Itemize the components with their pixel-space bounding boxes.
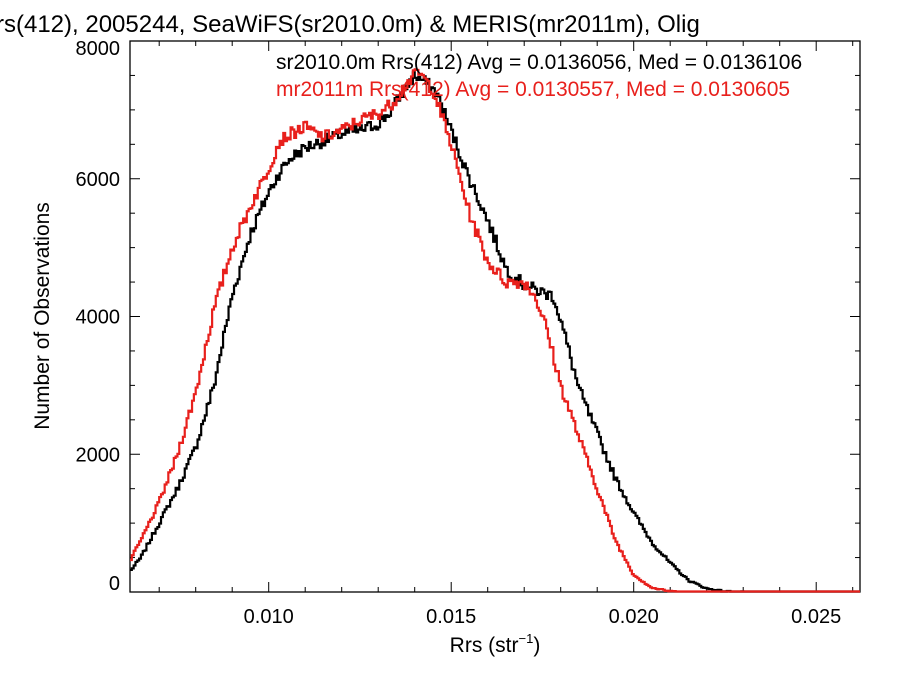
x-axis-label-superscript: −1: [519, 631, 534, 646]
y-tick-label: 6000: [76, 169, 121, 191]
y-tick-label: 8000: [76, 38, 121, 60]
y-tick-label: 0: [109, 573, 120, 595]
x-tick-label: 0.015: [426, 606, 476, 628]
x-tick-label: 0.010: [244, 606, 294, 628]
y-axis-label: Number of Observations: [31, 202, 54, 430]
series-sr2010-line: [130, 71, 860, 593]
axis-tick-labels: 0.010 0.015 0.020 0.025 0 2000 4000 6000 8000: [76, 38, 842, 628]
legend-entry-2: mr2011m Rrs(412) Avg = 0.0130557, Med = …: [276, 78, 790, 101]
y-tick-label: 4000: [76, 307, 121, 329]
x-axis-label: Rrs (str−1): [450, 631, 541, 657]
series-layer: [130, 68, 860, 593]
x-axis-label-close: ): [533, 634, 540, 657]
plot-frame: [129, 40, 861, 593]
x-tick-label: 0.020: [609, 606, 659, 628]
axis-ticks: [130, 40, 860, 593]
series-mr2011-line: [130, 68, 860, 593]
x-axis-label-main: Rrs (str: [450, 634, 519, 657]
chart-title: rs(412), 2005244, SeaWiFS(sr2010.0m) & M…: [0, 11, 700, 38]
legend-entry-1: sr2010.0m Rrs(412) Avg = 0.0136056, Med …: [276, 51, 802, 74]
x-tick-label: 0.025: [791, 606, 841, 628]
y-tick-label: 2000: [76, 444, 121, 466]
